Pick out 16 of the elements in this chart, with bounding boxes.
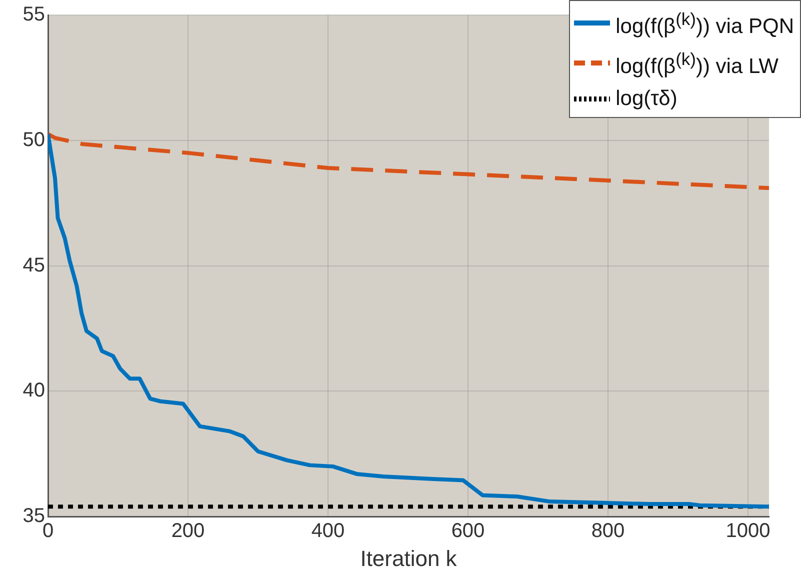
x-tick-label: 200 bbox=[171, 520, 205, 542]
x-tick-label: 800 bbox=[591, 520, 625, 542]
x-tick-label: 1000 bbox=[726, 520, 770, 542]
y-tick-label: 45 bbox=[22, 254, 45, 276]
legend-label: log(f(β$^{(k)}$)) via LW bbox=[616, 48, 778, 80]
x-tick-label: 400 bbox=[311, 520, 345, 542]
x-tick-label: 0 bbox=[42, 520, 54, 542]
line-series bbox=[48, 132, 769, 190]
y-tick-label: 40 bbox=[22, 380, 45, 402]
legend-label: log(f(β$^{(k)}$)) via PQN bbox=[616, 8, 794, 40]
legend-label: log(τδ) bbox=[616, 86, 678, 112]
y-tick-label: 55 bbox=[22, 4, 45, 26]
x-axis-title: Iteration k bbox=[360, 546, 458, 571]
y-tick-label: 50 bbox=[22, 128, 45, 151]
y-tick-label: 35 bbox=[22, 505, 45, 528]
x-tick-label: 600 bbox=[451, 520, 485, 542]
